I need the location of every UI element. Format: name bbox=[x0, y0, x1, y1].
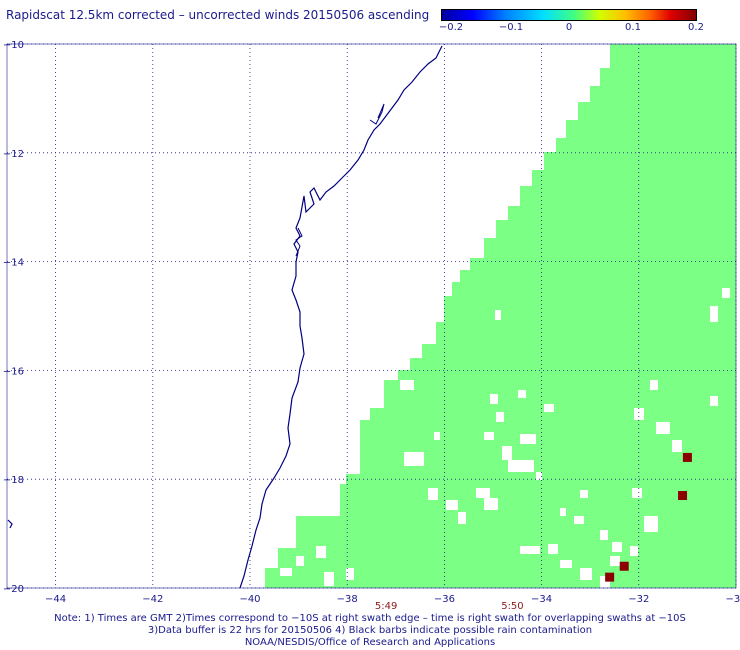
coastline-detail bbox=[369, 103, 385, 125]
data-gap-cell bbox=[580, 568, 592, 580]
footnote-line-1: Note: 1) Times are GMT 2)Times correspon… bbox=[54, 613, 686, 624]
colorbar-tick: 0.2 bbox=[688, 22, 704, 33]
data-gap-cell bbox=[428, 488, 438, 500]
footnote-line-2: 3)Data buffer is 22 hrs for 20150506 4) … bbox=[147, 625, 593, 636]
data-gap-cell bbox=[404, 452, 424, 466]
data-gap-cell bbox=[612, 542, 622, 552]
footnote-line-3: NOAA/NESDIS/Office of Research and Appli… bbox=[244, 637, 496, 648]
data-gap-cell bbox=[672, 440, 682, 452]
latitude-label: −18 bbox=[3, 475, 24, 486]
data-gap-cell bbox=[650, 380, 658, 390]
high-difference-cell bbox=[682, 452, 692, 462]
colorbar bbox=[441, 9, 697, 21]
data-gap-cell bbox=[610, 556, 620, 566]
data-gap-cell bbox=[476, 488, 490, 498]
map-title: Rapidscat 12.5km corrected – uncorrected… bbox=[6, 8, 430, 22]
coastline-detail bbox=[295, 227, 303, 257]
island-outline bbox=[7, 519, 13, 529]
longitude-label: −32 bbox=[628, 594, 649, 605]
longitude-label: −40 bbox=[239, 594, 260, 605]
longitude-label: −38 bbox=[337, 594, 358, 605]
data-gap-cell bbox=[560, 560, 572, 568]
latitude-label: −14 bbox=[3, 258, 24, 269]
data-gap-cell bbox=[484, 498, 498, 510]
data-gap-cell bbox=[520, 546, 540, 554]
colorbar-tick: 0 bbox=[565, 22, 573, 33]
latitude-label: −10 bbox=[3, 40, 24, 51]
data-gap-cell bbox=[574, 516, 584, 524]
data-gap-cell bbox=[600, 530, 608, 540]
data-gap-cell bbox=[324, 572, 334, 586]
data-gap-cell bbox=[710, 396, 718, 406]
latitude-label: −12 bbox=[3, 149, 24, 160]
data-gap-cell bbox=[502, 446, 512, 460]
data-gap-cell bbox=[490, 394, 498, 404]
data-gap-cell bbox=[458, 512, 466, 524]
data-gap-cell bbox=[536, 472, 542, 480]
data-gaps bbox=[280, 288, 730, 588]
coastline-path bbox=[239, 45, 443, 588]
longitude-label: −36 bbox=[434, 594, 455, 605]
data-gap-cell bbox=[346, 568, 354, 580]
colorbar-tick: −0.1 bbox=[498, 22, 524, 33]
data-gap-cell bbox=[600, 576, 610, 588]
data-gap-cell bbox=[644, 516, 658, 532]
high-difference-cell bbox=[619, 561, 629, 571]
latitude-label: −20 bbox=[3, 584, 24, 595]
high-difference-cells bbox=[605, 452, 692, 582]
data-gap-cell bbox=[434, 432, 440, 440]
data-gap-cell bbox=[632, 488, 642, 498]
plot-frame bbox=[6, 43, 737, 589]
data-gap-cell bbox=[495, 310, 501, 320]
high-difference-cell bbox=[678, 491, 688, 501]
data-gap-cell bbox=[722, 288, 730, 298]
data-gap-cell bbox=[580, 490, 588, 498]
axis-labels: −44 −42 −40 −38 −36 −34 −32 −30 −10 −12 −14 −16 −18 −… bbox=[3, 40, 740, 612]
longitude-label: −44 bbox=[45, 594, 66, 605]
data-gap-cell bbox=[630, 546, 638, 556]
swath-time-label: 5:50 bbox=[501, 601, 523, 612]
data-gap-cell bbox=[520, 434, 536, 444]
data-gap-cell bbox=[296, 556, 304, 566]
coastline bbox=[7, 45, 443, 588]
longitude-label: −34 bbox=[531, 594, 552, 605]
swath-time-label: 5:49 bbox=[375, 601, 397, 612]
data-gap-cell bbox=[544, 404, 554, 412]
data-gap-cell bbox=[400, 380, 414, 390]
colorbar-tick: 0.1 bbox=[625, 22, 641, 33]
data-gap-cell bbox=[518, 390, 526, 398]
latitude-label: −16 bbox=[3, 366, 24, 377]
data-gap-cell bbox=[316, 546, 326, 558]
data-gap-cell bbox=[508, 460, 534, 472]
data-gap-cell bbox=[634, 408, 644, 420]
colorbar-tick: −0.2 bbox=[438, 22, 464, 33]
data-gap-cell bbox=[710, 306, 718, 322]
high-difference-cell bbox=[605, 572, 615, 582]
data-gap-cell bbox=[496, 412, 504, 422]
data-gap-cell bbox=[484, 432, 494, 440]
data-gap-cell bbox=[548, 544, 558, 554]
data-gap-cell bbox=[560, 508, 566, 516]
data-gap-cell bbox=[446, 500, 458, 510]
longitude-label: −30 bbox=[725, 594, 740, 605]
data-gap-cell bbox=[656, 422, 670, 434]
longitude-label: −42 bbox=[142, 594, 163, 605]
data-gap-cell bbox=[280, 568, 292, 576]
